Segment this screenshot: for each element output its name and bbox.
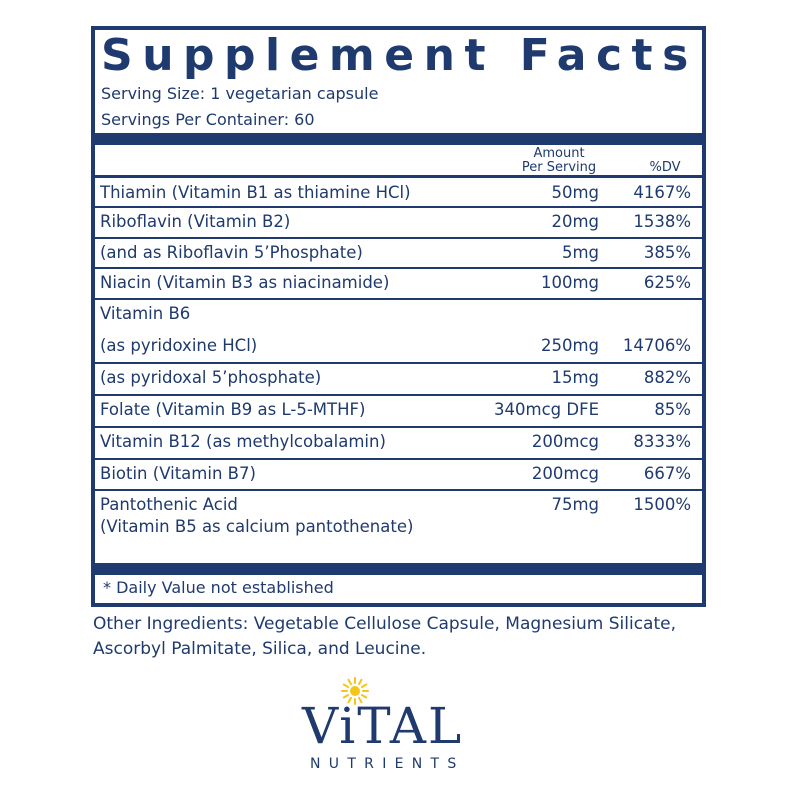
sun-ray xyxy=(360,694,368,699)
nutrient-row: Vitamin B12 (as methylcobalamin) 200mcg 83… xyxy=(95,428,702,460)
header-amount-line1: Amount xyxy=(533,146,585,161)
sun-ray xyxy=(347,696,352,704)
nutrient-amount: 50mg xyxy=(551,183,599,202)
nutrient-dv: 1538% xyxy=(633,212,691,231)
nutrient-name: Vitamin B12 (as methylcobalamin) xyxy=(100,432,386,451)
thick-divider-bottom xyxy=(95,563,702,575)
nutrient-row: Niacin (Vitamin B3 as niacinamide) 100mg 6… xyxy=(95,269,702,300)
nutrient-row: (as pyridoxine HCl) 250mg 14706% xyxy=(95,332,702,364)
nutrient-amount: 340mcg DFE xyxy=(494,400,599,419)
nutrient-dv: 4167% xyxy=(633,183,691,202)
nutrient-name: (and as Riboflavin 5’Phosphate) xyxy=(100,243,363,262)
nutrient-dv: 8333% xyxy=(633,432,691,451)
nutrient-amount: 15mg xyxy=(551,368,599,387)
brand-logo: ViTAL NUTRIENTS xyxy=(300,676,505,786)
sun-ray xyxy=(358,696,363,704)
header-amount-line2: Per Serving xyxy=(521,160,597,175)
nutrient-name: Biotin (Vitamin B7) xyxy=(100,464,256,483)
nutrient-amount: 100mg xyxy=(540,273,599,292)
header-divider xyxy=(95,175,702,178)
nutrient-amount: 75mg xyxy=(551,495,599,514)
nutrient-amount: 200mcg xyxy=(531,432,599,451)
nutrient-row: (as pyridoxal 5’phosphate) 15mg 882% xyxy=(95,364,702,396)
nutrient-name: Riboflavin (Vitamin B2) xyxy=(100,212,291,231)
nutrient-name: Folate (Vitamin B9 as L-5-MTHF) xyxy=(100,400,366,419)
nutrient-row: Thiamin (Vitamin B1 as thiamine HCl) 50mg… xyxy=(95,179,702,208)
servings-per-container: Servings Per Container: 60 xyxy=(101,110,315,129)
header-dv: %DV xyxy=(649,160,681,175)
nutrient-name: (as pyridoxine HCl) xyxy=(100,336,258,355)
nutrient-amount: 5mg xyxy=(561,243,599,262)
nutrient-row: Pantothenic Acid (Vitamin B5 as calcium p… xyxy=(95,491,702,563)
supplement-facts-panel: Supplement Facts Serving Size: 1 vegetar… xyxy=(91,26,706,607)
nutrient-name: (as pyridoxal 5’phosphate) xyxy=(100,368,322,387)
serving-size: Serving Size: 1 vegetarian capsule xyxy=(101,84,379,103)
sun-ray xyxy=(360,683,368,688)
nutrient-name: Vitamin B6 xyxy=(100,304,191,323)
nutrient-name-line2: (Vitamin B5 as calcium pantothenate) xyxy=(100,517,414,536)
nutrient-row: Folate (Vitamin B9 as L-5-MTHF) 340mcg DF… xyxy=(95,396,702,428)
nutrient-dv: 625% xyxy=(643,273,691,292)
thick-divider-top xyxy=(95,133,702,145)
nutrient-row: Biotin (Vitamin B7) 200mcg 667% xyxy=(95,460,702,491)
footnote: * Daily Value not established xyxy=(103,578,334,597)
nutrient-name: Thiamin (Vitamin B1 as thiamine HCl) xyxy=(100,183,411,202)
sun-ray xyxy=(358,678,363,686)
sun-ray xyxy=(342,683,350,688)
sun-ray xyxy=(342,694,350,699)
panel-title: Supplement Facts xyxy=(101,30,698,81)
nutrient-name: Niacin (Vitamin B3 as niacinamide) xyxy=(100,273,390,292)
nutrient-amount: 250mg xyxy=(540,336,599,355)
sun-ray xyxy=(347,678,352,686)
nutrient-dv: 1500% xyxy=(633,495,691,514)
logo-subtitle: NUTRIENTS xyxy=(310,756,465,772)
nutrient-row: Vitamin B6 xyxy=(95,300,702,332)
nutrient-dv: 882% xyxy=(643,368,691,387)
nutrient-dv: 667% xyxy=(643,464,691,483)
other-ingredients: Other Ingredients: Vegetable Cellulose C… xyxy=(93,614,676,659)
nutrient-amount: 200mcg xyxy=(531,464,599,483)
nutrient-dv: 14706% xyxy=(622,336,691,355)
nutrient-row: (and as Riboflavin 5’Phosphate) 5mg 385% xyxy=(95,239,702,269)
sun-icon xyxy=(341,677,369,705)
header-amount: Amount Per Serving xyxy=(509,147,609,175)
logo-wordmark: ViTAL xyxy=(302,697,464,755)
nutrient-row: Riboflavin (Vitamin B2) 20mg 1538% xyxy=(95,208,702,239)
nutrient-dv: 385% xyxy=(643,243,691,262)
nutrient-name: Pantothenic Acid xyxy=(100,495,238,514)
nutrient-amount: 20mg xyxy=(551,212,599,231)
nutrient-dv: 85% xyxy=(654,400,691,419)
